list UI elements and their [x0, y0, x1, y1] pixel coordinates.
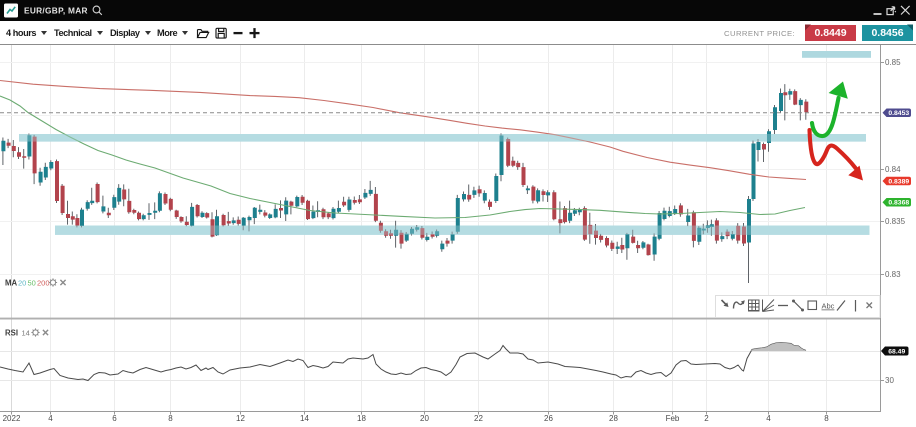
svg-text:8: 8 [168, 414, 173, 423]
svg-text:68.49: 68.49 [888, 348, 905, 355]
svg-text:50: 50 [28, 279, 36, 288]
svg-text:Feb: Feb [666, 414, 680, 423]
svg-text:0.8453: 0.8453 [888, 110, 909, 117]
svg-text:RSI: RSI [5, 329, 18, 338]
svg-text:EUR/GBP, MAR: EUR/GBP, MAR [24, 6, 88, 16]
svg-text:18: 18 [357, 414, 366, 423]
svg-text:4: 4 [766, 414, 771, 423]
svg-text:Abc: Abc [822, 302, 835, 311]
svg-text:4: 4 [48, 414, 53, 423]
svg-text:2022: 2022 [3, 414, 21, 423]
svg-text:22: 22 [474, 414, 483, 423]
svg-text:14: 14 [22, 329, 30, 338]
svg-text:2: 2 [704, 414, 709, 423]
svg-text:14: 14 [300, 414, 309, 423]
svg-text:20: 20 [18, 279, 26, 288]
svg-text:200: 200 [37, 279, 50, 288]
svg-text:8: 8 [824, 414, 829, 423]
svg-text:0.835: 0.835 [885, 217, 906, 226]
svg-text:0.83: 0.83 [885, 270, 901, 279]
svg-text:0.85: 0.85 [885, 58, 901, 67]
svg-text:12: 12 [236, 414, 245, 423]
svg-text:28: 28 [609, 414, 618, 423]
svg-text:26: 26 [544, 414, 553, 423]
svg-text:MA: MA [5, 279, 17, 288]
svg-text:30: 30 [885, 376, 894, 385]
svg-text:0.8368: 0.8368 [888, 200, 909, 207]
svg-text:0.8389: 0.8389 [888, 178, 909, 185]
svg-text:6: 6 [112, 414, 117, 423]
svg-text:0.84: 0.84 [885, 165, 901, 174]
svg-text:20: 20 [420, 414, 429, 423]
